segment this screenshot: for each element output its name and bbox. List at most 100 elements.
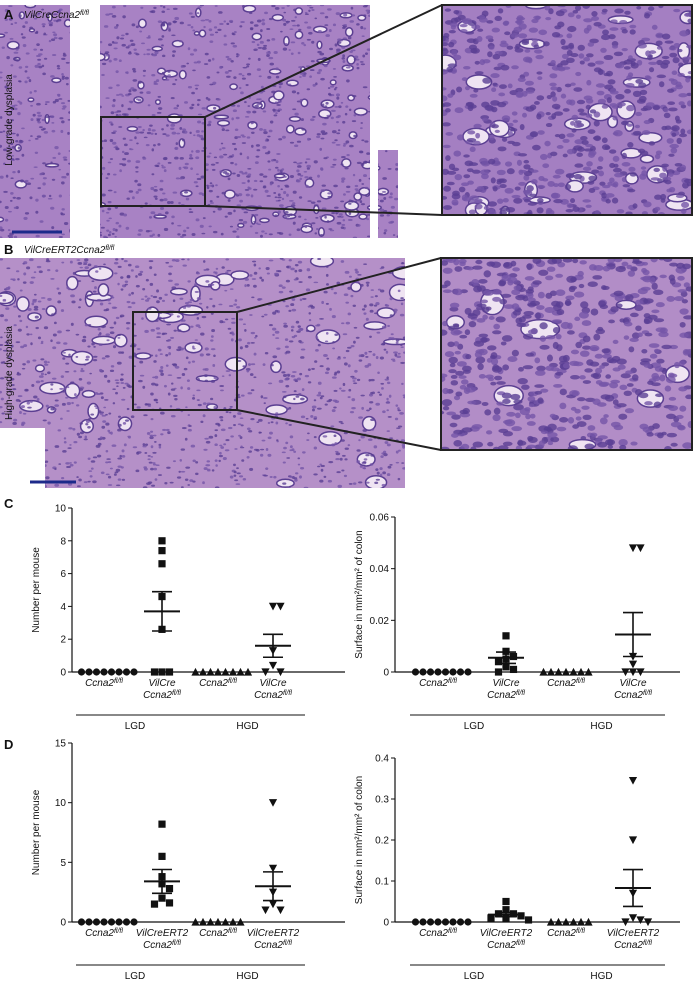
- nucleus: [627, 270, 636, 277]
- nucleus: [127, 263, 132, 267]
- nucleus: [348, 202, 352, 205]
- nucleus: [624, 89, 632, 94]
- nucleus: [375, 355, 379, 360]
- nucleus: [151, 382, 156, 386]
- nucleus: [154, 319, 159, 322]
- nucleus: [111, 232, 115, 235]
- nucleus: [50, 115, 55, 119]
- nucleus: [137, 80, 143, 84]
- nucleus: [249, 27, 254, 30]
- nucleus: [683, 315, 692, 320]
- nucleus: [642, 269, 650, 276]
- nucleus: [136, 406, 141, 409]
- nucleus: [522, 333, 534, 340]
- nucleus: [285, 305, 289, 308]
- nucleus: [209, 40, 214, 43]
- nucleus: [387, 416, 392, 418]
- nucleus: [602, 29, 609, 35]
- lumen: [137, 18, 147, 29]
- nucleus: [628, 346, 635, 353]
- nucleus: [529, 131, 539, 138]
- nucleus: [501, 115, 511, 122]
- nucleus: [105, 449, 109, 453]
- nucleus: [177, 329, 182, 332]
- nucleus: [227, 211, 233, 215]
- nucleus: [547, 432, 558, 438]
- nucleus: [18, 66, 23, 69]
- lumen: [193, 30, 200, 36]
- nucleus: [87, 323, 92, 326]
- nucleus: [33, 395, 38, 399]
- nucleus: [126, 71, 129, 75]
- nucleus: [114, 235, 117, 238]
- nucleus: [366, 283, 369, 287]
- nucleus: [256, 149, 261, 152]
- nucleus: [344, 362, 348, 366]
- nucleus: [373, 168, 378, 172]
- nucleus: [157, 20, 163, 23]
- nucleus: [196, 296, 202, 301]
- data-point: [85, 918, 93, 926]
- nucleus: [179, 21, 184, 25]
- nucleus: [154, 51, 159, 55]
- nucleus: [254, 448, 258, 451]
- nucleus: [167, 392, 171, 396]
- nucleus: [215, 184, 218, 187]
- nucleus: [477, 28, 484, 32]
- nucleus: [342, 25, 347, 28]
- nucleus: [82, 335, 87, 339]
- nucleus: [450, 17, 459, 24]
- data-point: [122, 668, 131, 676]
- nucleus: [231, 32, 235, 35]
- nucleus: [132, 70, 137, 73]
- nucleus: [277, 109, 281, 113]
- nucleus: [486, 358, 493, 363]
- nucleus: [513, 197, 523, 204]
- lumen: [294, 30, 304, 40]
- nucleus: [220, 428, 226, 432]
- group-label: LGD: [464, 971, 485, 982]
- nucleus: [347, 444, 351, 447]
- nucleus: [654, 194, 662, 200]
- x-tick-label: Ccna2fl/fl: [85, 928, 123, 940]
- nucleus: [534, 384, 545, 388]
- nucleus: [114, 111, 119, 114]
- nucleus: [327, 192, 332, 195]
- nucleus: [513, 285, 522, 291]
- nucleus: [89, 166, 95, 169]
- nucleus: [259, 40, 264, 44]
- nucleus: [536, 71, 543, 75]
- nucleus: [39, 475, 43, 478]
- nucleus: [180, 448, 186, 451]
- nucleus: [284, 338, 289, 342]
- nucleus: [226, 172, 230, 175]
- text-part: Ccna2: [199, 928, 228, 939]
- group-label: LGD: [125, 721, 146, 732]
- nucleus: [5, 307, 10, 310]
- nucleus: [596, 166, 603, 170]
- lumen: [170, 287, 188, 296]
- nucleus: [296, 228, 301, 232]
- nucleus: [63, 158, 68, 161]
- nucleus: [471, 24, 481, 30]
- nucleus: [83, 261, 88, 264]
- nucleus: [497, 445, 509, 450]
- nucleus: [221, 128, 225, 132]
- nucleus: [682, 349, 690, 356]
- data-point: [206, 667, 215, 676]
- nucleus: [534, 370, 546, 376]
- nucleus: [55, 269, 59, 272]
- nucleus: [240, 424, 244, 427]
- nucleus: [229, 288, 234, 290]
- nucleus: [58, 463, 62, 465]
- nucleus: [179, 157, 184, 160]
- nucleus: [263, 128, 267, 132]
- nucleus: [623, 66, 631, 70]
- nucleus: [352, 304, 357, 307]
- nucleus: [575, 71, 582, 77]
- nucleus: [216, 195, 220, 198]
- nucleus: [587, 62, 596, 67]
- nucleus: [63, 175, 67, 179]
- nucleus: [137, 125, 142, 129]
- nucleus: [189, 479, 194, 482]
